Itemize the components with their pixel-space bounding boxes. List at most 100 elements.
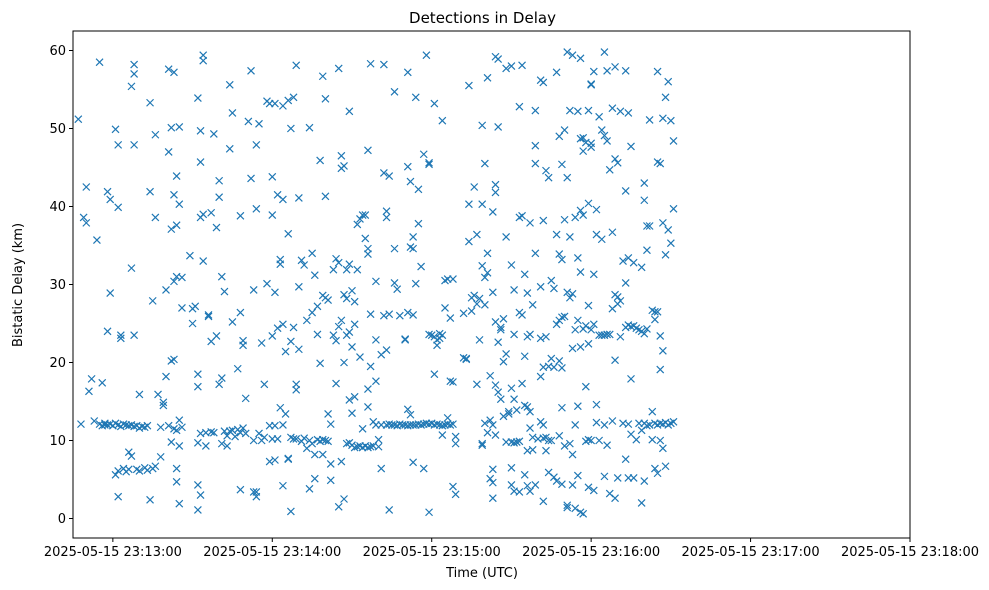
- data-point: [172, 464, 181, 473]
- data-point: [164, 65, 173, 74]
- data-point: [560, 126, 569, 134]
- y-tick-label: 0: [58, 512, 66, 527]
- data-point: [162, 286, 170, 294]
- data-point: [286, 507, 295, 516]
- data-point: [536, 334, 545, 343]
- data-point: [494, 388, 503, 397]
- data-point: [324, 410, 333, 418]
- data-point: [385, 310, 394, 319]
- data-point: [401, 335, 410, 344]
- data-point: [255, 119, 263, 128]
- data-point: [289, 435, 298, 443]
- data-point: [550, 284, 558, 293]
- data-point: [486, 474, 495, 483]
- data-point: [252, 204, 261, 213]
- data-point: [225, 80, 234, 89]
- data-point: [547, 436, 556, 445]
- data-point: [419, 150, 428, 159]
- data-point: [276, 260, 285, 269]
- data-point: [515, 437, 524, 446]
- data-point: [507, 384, 516, 393]
- data-point: [621, 279, 630, 287]
- data-point: [518, 61, 526, 70]
- data-point: [544, 436, 553, 445]
- data-point: [273, 324, 282, 333]
- data-point: [488, 478, 497, 487]
- data-point: [573, 402, 582, 411]
- data-point: [640, 477, 649, 485]
- data-point: [390, 279, 399, 287]
- data-point: [433, 341, 441, 350]
- data-point: [348, 286, 356, 295]
- data-point: [92, 236, 101, 244]
- y-tick-label: 20: [49, 356, 66, 371]
- data-point: [305, 123, 314, 132]
- data-point: [209, 130, 218, 138]
- data-point: [438, 331, 447, 340]
- data-point: [124, 448, 133, 457]
- data-point: [196, 126, 205, 135]
- data-point: [658, 444, 667, 453]
- data-point: [608, 104, 617, 113]
- data-point: [114, 466, 123, 475]
- data-point: [371, 277, 380, 286]
- data-point: [326, 420, 335, 429]
- data-point: [106, 289, 115, 298]
- data-point: [239, 424, 247, 432]
- data-point: [510, 330, 519, 339]
- data-point: [555, 132, 564, 141]
- data-point: [611, 62, 619, 71]
- data-point: [563, 173, 572, 182]
- data-point: [403, 162, 412, 171]
- data-point: [557, 364, 566, 372]
- data-point: [496, 323, 505, 332]
- data-point: [571, 213, 580, 222]
- data-point: [539, 497, 548, 506]
- data-point: [653, 469, 662, 478]
- data-point: [308, 308, 317, 317]
- data-point: [167, 438, 176, 446]
- data-point: [579, 211, 588, 220]
- data-point: [85, 387, 93, 396]
- data-point: [449, 420, 457, 429]
- data-point: [79, 213, 88, 222]
- data-point: [520, 352, 529, 361]
- data-point: [252, 492, 261, 501]
- data-point: [547, 354, 556, 363]
- data-point: [486, 416, 495, 425]
- data-point: [146, 98, 154, 107]
- data-point: [632, 435, 641, 444]
- data-point: [220, 287, 229, 296]
- data-point: [650, 315, 659, 324]
- data-point: [531, 141, 540, 150]
- data-point: [170, 68, 178, 77]
- data-point: [664, 77, 673, 86]
- data-point: [358, 424, 367, 433]
- data-point: [103, 187, 112, 196]
- data-point: [526, 487, 534, 496]
- data-point: [531, 106, 540, 115]
- data-point: [467, 307, 476, 315]
- y-tick-label: 50: [49, 122, 66, 137]
- data-point: [491, 431, 500, 439]
- data-point: [236, 211, 245, 220]
- data-point: [441, 303, 449, 312]
- data-point: [364, 146, 372, 155]
- data-point: [350, 392, 359, 401]
- data-point: [178, 273, 186, 282]
- data-point: [114, 140, 123, 149]
- data-point: [669, 204, 678, 213]
- data-point: [305, 484, 314, 493]
- data-point: [550, 473, 558, 482]
- data-point: [520, 270, 529, 279]
- data-point: [247, 66, 255, 75]
- data-point: [491, 188, 500, 197]
- data-point: [576, 342, 585, 351]
- data-point: [371, 335, 380, 344]
- data-point: [175, 499, 184, 508]
- data-point: [143, 466, 152, 475]
- data-point: [239, 336, 247, 345]
- data-point: [204, 310, 213, 319]
- data-point: [156, 423, 165, 432]
- data-point: [643, 421, 651, 430]
